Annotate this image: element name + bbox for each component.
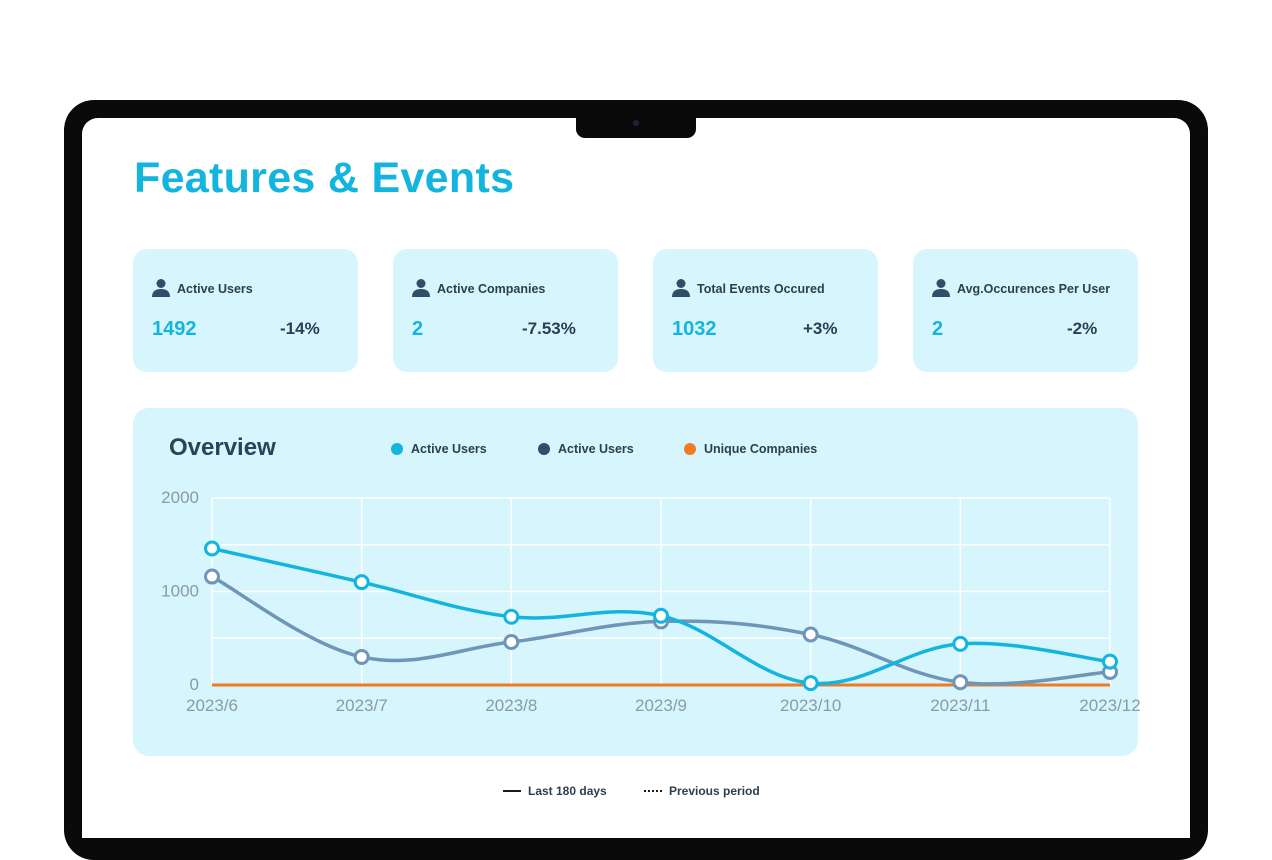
- footer-legend-current[interactable]: Last 180 days: [503, 784, 607, 798]
- legend-dot-icon: [391, 443, 403, 455]
- x-tick-label: 2023/12: [1079, 696, 1140, 715]
- camera-icon: [633, 120, 639, 126]
- legend-dot-icon: [538, 443, 550, 455]
- x-tick-label: 2023/8: [485, 696, 537, 715]
- x-tick-label: 2023/11: [930, 696, 990, 715]
- data-point: [802, 626, 819, 643]
- overview-panel: [133, 408, 1138, 756]
- data-point: [1102, 653, 1118, 670]
- data-point: [802, 675, 819, 692]
- data-point: [653, 607, 669, 624]
- x-tick-label: 2023/6: [186, 696, 238, 715]
- legend-item-unique-companies[interactable]: Unique Companies: [684, 442, 817, 456]
- data-point: [952, 674, 969, 691]
- legend-label: Active Users: [411, 442, 487, 456]
- dotted-line-icon: [644, 790, 662, 792]
- footer-legend-label: Previous period: [669, 784, 760, 798]
- kpi-label: Active Companies: [437, 282, 546, 296]
- legend-label: Active Users: [558, 442, 634, 456]
- data-point: [503, 608, 520, 625]
- kpi-delta: -2%: [1067, 319, 1098, 338]
- solid-line-icon: [503, 790, 521, 792]
- kpi-label: Active Users: [177, 282, 253, 296]
- legend-item-active-users[interactable]: Active Users: [391, 442, 487, 456]
- y-tick-label: 0: [190, 675, 199, 694]
- footer-legend-previous[interactable]: Previous period: [644, 784, 760, 798]
- kpi-delta: +3%: [803, 319, 838, 338]
- user-icon: [932, 279, 950, 297]
- kpi-value: 2: [932, 318, 944, 340]
- data-point: [204, 540, 220, 557]
- data-point: [204, 568, 220, 585]
- x-tick-label: 2023/9: [635, 696, 687, 715]
- data-point: [353, 648, 370, 665]
- x-tick-label: 2023/10: [780, 696, 841, 715]
- y-tick-label: 1000: [161, 582, 199, 601]
- data-point: [503, 633, 520, 650]
- user-icon: [412, 279, 430, 297]
- kpi-card-total-events: Total Events Occured 1032 +3%: [653, 249, 878, 372]
- x-tick-label: 2023/7: [336, 696, 388, 715]
- kpi-value: 1032: [672, 318, 717, 340]
- user-icon: [152, 279, 170, 297]
- kpi-delta: -7.53%: [522, 319, 576, 338]
- y-tick-label: 2000: [161, 488, 199, 507]
- kpi-label: Avg.Occurences Per User: [957, 282, 1111, 296]
- kpi-value: 2: [412, 318, 424, 340]
- overview-line-chart: 2000 1000 0 2023/6 2023/7 2023/8 2023/9 2023/10…: [161, 488, 1141, 715]
- legend-dot-icon: [684, 443, 696, 455]
- overview-title: Overview: [169, 434, 276, 461]
- kpi-card-active-users: Active Users 1492 -14%: [133, 249, 358, 372]
- legend-label: Unique Companies: [704, 442, 818, 456]
- footer-legend-label: Last 180 days: [528, 784, 607, 798]
- camera-notch: [576, 112, 696, 138]
- kpi-value: 1492: [152, 318, 197, 340]
- page-title: Features & Events: [134, 154, 515, 202]
- data-point: [353, 574, 370, 591]
- kpi-card-active-companies: Active Companies 2 -7.53%: [393, 249, 618, 372]
- user-icon: [672, 279, 690, 297]
- data-point: [952, 635, 969, 652]
- kpi-label: Total Events Occured: [697, 282, 825, 296]
- kpi-delta: -14%: [280, 319, 320, 338]
- kpi-card-avg-occurences: Avg.Occurences Per User 2 -2%: [913, 249, 1138, 372]
- legend-item-active-users-previous[interactable]: Active Users: [538, 442, 634, 456]
